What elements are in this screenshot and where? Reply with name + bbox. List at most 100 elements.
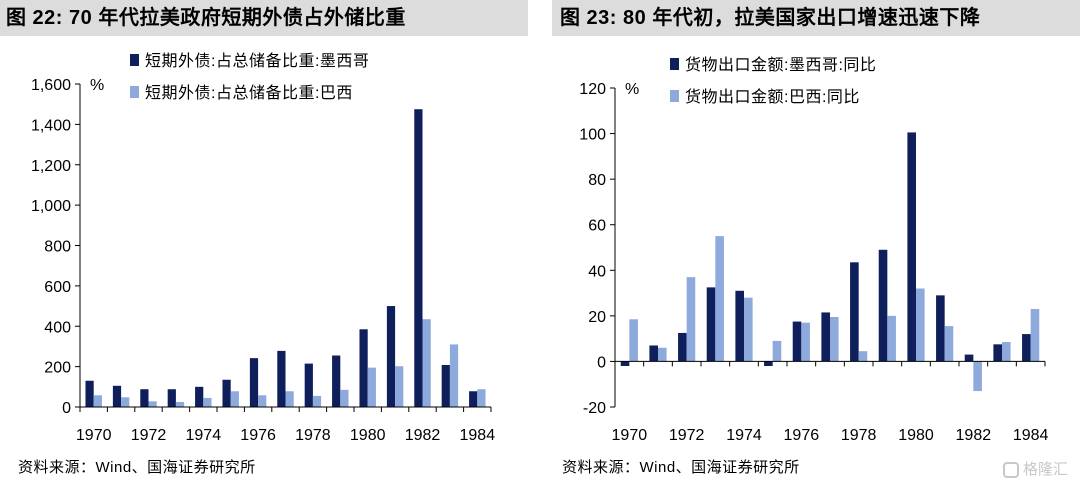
bar-brazil-1972 [148,401,157,407]
watermark: 格隆汇 [1002,458,1068,479]
bar-brazil-1970 [93,395,102,407]
bar-brazil-1974 [744,297,753,362]
bar-mexico-1971 [649,345,658,362]
bar-brazil-1983 [1002,342,1011,362]
bar-brazil-1974 [203,397,212,407]
bar-brazil-1973 [715,236,724,362]
x-tick-label: 1982 [956,427,992,444]
bar-mexico-1978 [850,262,859,362]
bar-brazil-1979 [887,315,896,362]
bar-brazil-1976 [258,395,267,407]
bar-brazil-1983 [449,344,459,407]
y-tick-label: 1,400 [31,117,71,134]
x-tick-label: 1972 [669,427,705,444]
x-tick-label: 1984 [460,427,496,444]
y-tick-label: 0 [597,354,606,371]
y-tick-label: 400 [44,319,71,336]
x-tick-label: 1970 [76,427,112,444]
bar-mexico-1975 [764,361,773,366]
bar-mexico-1973 [706,287,716,362]
bar-mexico-1974 [735,290,744,362]
x-tick-label: 1980 [350,427,386,444]
x-tick-label: 1974 [726,427,762,444]
x-tick-label: 1984 [1013,427,1049,444]
y-tick-label: 40 [588,263,606,280]
bar-brazil-1972 [686,277,696,362]
y-tick-label: 1,600 [31,77,71,94]
y-tick-label: 120 [579,81,606,98]
bar-brazil-1978 [312,395,322,407]
title-bar-right [552,0,1080,36]
x-tick-label: 1972 [131,427,167,444]
bar-brazil-1976 [801,322,810,362]
bar-mexico-1980 [907,132,916,362]
x-tick-label: 1980 [898,427,934,444]
bar-mexico-1982 [964,354,974,362]
y-unit-label: % [90,77,104,94]
bar-brazil-1979 [340,389,349,407]
figure-23-source: 资料来源：Wind、国海证券研究所 [562,459,800,476]
x-tick-label: 1978 [295,427,331,444]
bar-mexico-1977 [277,350,286,407]
legend-label-mexico: 短期外债:占总储备比重:墨西哥 [145,52,369,70]
y-tick-label: 80 [588,172,606,189]
bar-brazil-1982 [422,319,431,407]
bar-mexico-1979 [332,355,341,407]
bar-brazil-1975 [772,340,782,362]
export-growth-chart: -20 0 20 40 60 80 100 120 % 1970 1972 1974 1976 1978 1… [579,56,1049,444]
bar-mexico-1972 [140,389,149,407]
bar-brazil-1984 [477,389,486,407]
y-unit-label: % [625,81,639,98]
bar-brazil-1973 [175,401,185,407]
watermark-text: 格隆汇 [1022,461,1068,478]
bar-mexico-1984 [1022,334,1031,362]
bar-brazil-1977 [285,391,294,407]
bar-mexico-1981 [936,295,945,362]
legend-swatch-mexico [670,58,679,70]
legend-swatch-brazil [130,86,139,98]
bar-mexico-1970 [620,361,630,366]
short-term-debt-reserves-chart: 0 200 400 600 800 1,000 1,200 1,400 1,600 % 1970 19… [31,52,496,444]
x-tick-label: 1982 [405,427,441,444]
bar-brazil-1971 [658,347,667,362]
bar-mexico-1984 [469,391,478,407]
bar-mexico-1971 [112,385,122,407]
legend-label-brazil: 货物出口金额:巴西:同比 [685,88,860,106]
bar-brazil-1984 [1030,309,1040,362]
legend-swatch-mexico [130,54,139,66]
bar-mexico-1976 [792,321,802,362]
bar-mexico-1977 [821,312,830,362]
x-tick-label: 1970 [612,427,648,444]
bar-mexico-1979 [878,249,888,362]
y-tick-label: 0 [62,400,71,417]
bar-brazil-1975 [230,391,239,407]
figure-23-title: 图 23: 80 年代初，拉美国家出口增速迅速下降 [560,7,981,29]
title-bar-left [0,0,528,36]
bar-brazil-1980 [916,288,925,362]
bar-brazil-1977 [830,316,839,362]
y-tick-label: 20 [588,309,606,326]
y-tick-label: 1,200 [31,158,71,175]
x-tick-label: 1976 [784,427,820,444]
y-tick-label: 1,000 [31,198,71,215]
bar-brazil-1970 [629,319,638,362]
watermark-logo-icon [1002,462,1019,479]
legend-label-brazil: 短期外债:占总储备比重:巴西 [145,84,353,102]
x-tick-label: 1976 [240,427,276,444]
x-tick-label: 1978 [841,427,877,444]
bar-mexico-1983 [441,365,450,407]
y-tick-label: 200 [44,360,71,377]
y-tick-label: 800 [44,239,71,256]
bar-mexico-1980 [359,329,368,407]
bar-brazil-1980 [367,367,376,407]
bar-brazil-1981 [944,326,954,362]
bar-mexico-1982 [414,109,423,407]
bar-mexico-1972 [678,332,687,362]
y-tick-label: 600 [44,279,71,296]
figure-22-title: 图 22: 70 年代拉美政府短期外债占外储比重 [6,7,406,29]
y-tick-label: -20 [583,400,606,417]
bar-mexico-1974 [195,386,204,407]
figure-22-source: 资料来源：Wind、国海证券研究所 [18,459,256,476]
bar-brazil-1981 [395,366,404,407]
bar-mexico-1976 [249,358,259,407]
